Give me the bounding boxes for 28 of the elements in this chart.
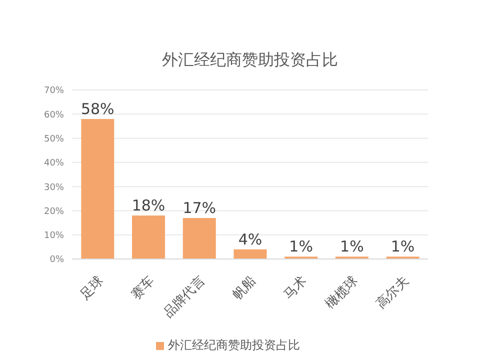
bar	[234, 249, 267, 259]
y-tick-label: 70%	[44, 86, 64, 96]
text: 58%	[80, 100, 114, 118]
y-tick-label: 10%	[44, 231, 64, 242]
x-tick-label: 帆船	[230, 274, 260, 303]
chart-title: 外汇经纪商赞助投资占比	[161, 49, 339, 71]
text: 4%	[238, 230, 262, 248]
bar	[132, 216, 166, 259]
legend-label: 外汇经纪商赞助投资占比	[168, 338, 300, 352]
x-tick-label: 足球	[78, 274, 107, 303]
y-tick-label: 20%	[44, 206, 64, 217]
text: 18%	[132, 196, 166, 215]
y-tick-label: 40%	[44, 158, 64, 169]
y-tick-label: 0%	[50, 255, 64, 266]
text: 17%	[182, 198, 216, 217]
x-tick-label: 高尔夫	[372, 272, 412, 312]
text: 1%	[390, 238, 415, 256]
text: 1%	[340, 238, 364, 256]
y-tick-label: 30%	[44, 182, 64, 193]
x-tick-label: 马术	[281, 274, 310, 303]
y-tick-label: 50%	[44, 134, 64, 144]
bar	[81, 118, 114, 259]
x-tick-label: 赛车	[128, 272, 158, 303]
y-tick-label: 60%	[44, 110, 64, 120]
x-tick-label: 品牌代言	[160, 272, 208, 322]
bar	[182, 218, 216, 259]
text: 1%	[289, 238, 313, 256]
x-tick-label: 橄榄球	[322, 274, 361, 312]
